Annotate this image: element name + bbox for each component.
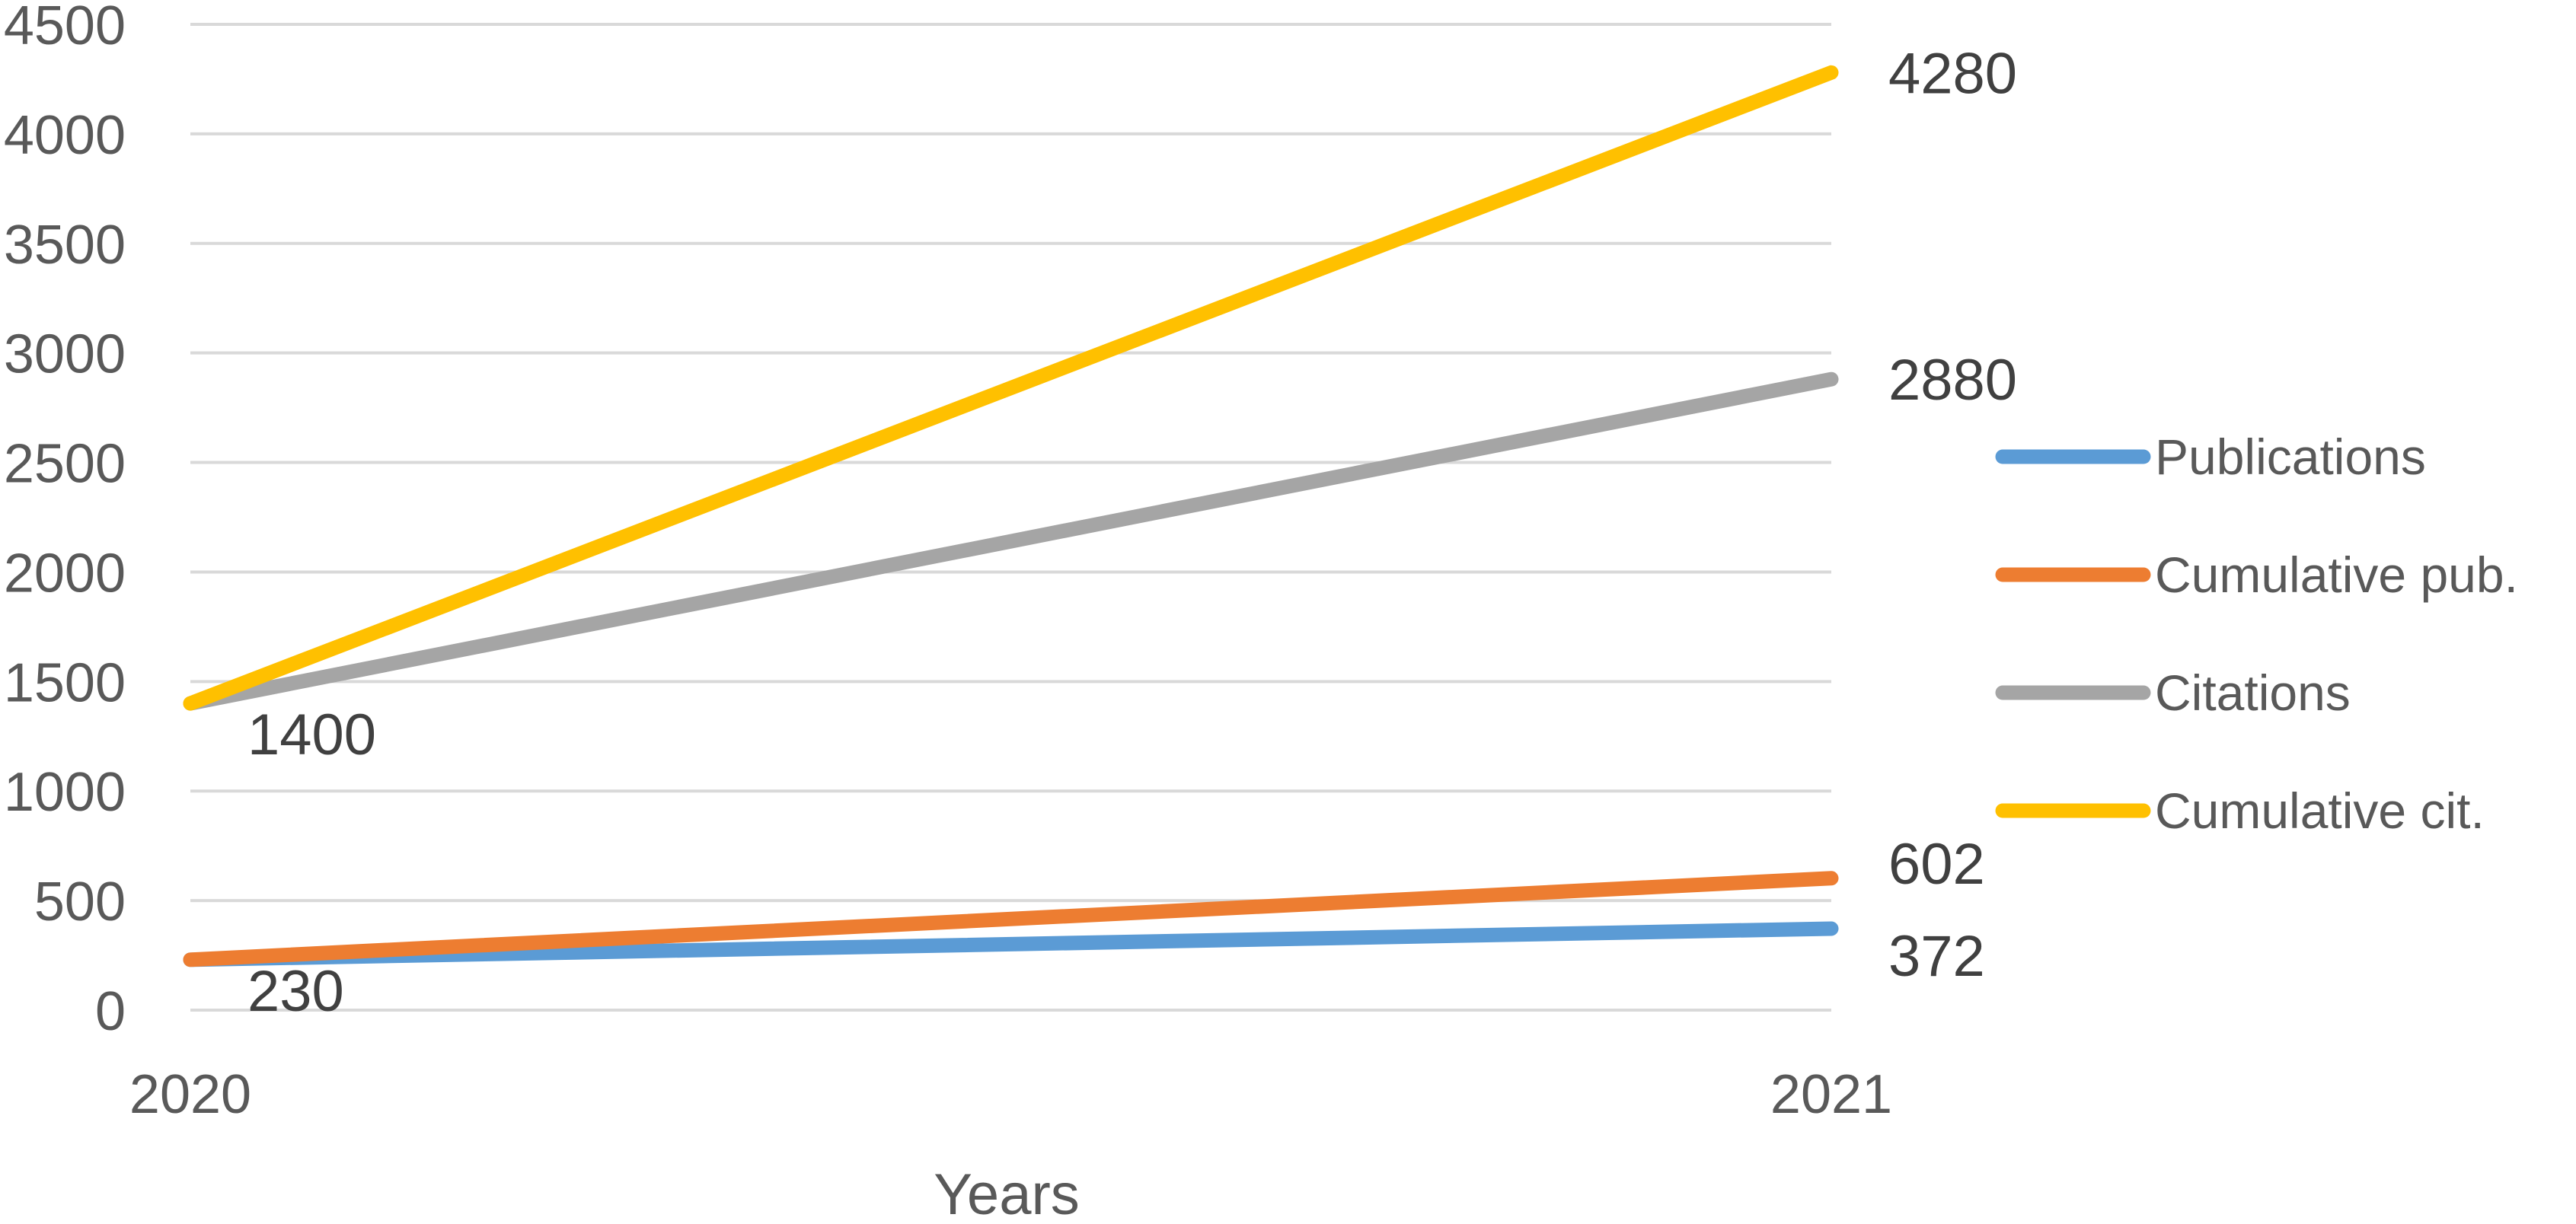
gridlines — [190, 23, 1831, 1012]
series-line-cumulative-pub — [183, 871, 1839, 967]
x-axis-ticks: 2020 2021 — [129, 1064, 1892, 1125]
y-tick-label: 2000 — [4, 543, 126, 604]
y-axis-ticks: 0 500 1000 1500 2000 2500 3000 3500 4000 4500 — [4, 0, 126, 1042]
x-tick-label: 2021 — [1770, 1064, 1892, 1125]
x-tick-label: 2020 — [129, 1064, 251, 1125]
y-tick-label: 1500 — [4, 652, 126, 713]
y-tick-label: 500 — [34, 872, 126, 932]
y-tick-label: 4000 — [4, 105, 126, 166]
x-axis-title: Years — [934, 1162, 1080, 1224]
series-line-publications — [183, 921, 1839, 967]
y-tick-label: 2500 — [4, 434, 126, 495]
data-label: 2880 — [1888, 348, 2017, 413]
y-tick-label: 1000 — [4, 762, 126, 823]
series-line-citations — [183, 371, 1839, 711]
data-label: 372 — [1888, 924, 1985, 989]
legend-label: Citations — [2155, 665, 2351, 721]
legend: Publications Cumulative pub. Citations Cumu… — [1995, 429, 2518, 839]
y-tick-label: 0 — [95, 981, 126, 1042]
series-line-cumulative-cit — [183, 65, 1839, 711]
y-tick-label: 3000 — [4, 324, 126, 385]
legend-label: Publications — [2155, 429, 2426, 485]
data-labels: 372 230 602 2880 1400 4280 — [247, 41, 2017, 1024]
y-tick-label: 3500 — [4, 215, 126, 276]
y-tick-label: 4500 — [4, 0, 126, 56]
data-label: 1400 — [247, 703, 376, 767]
data-label: 230 — [247, 959, 344, 1024]
data-label: 602 — [1888, 832, 1985, 897]
legend-label: Cumulative pub. — [2155, 547, 2518, 603]
legend-label: Cumulative cit. — [2155, 783, 2485, 839]
series-lines — [183, 65, 1839, 967]
data-label: 4280 — [1888, 41, 2017, 106]
